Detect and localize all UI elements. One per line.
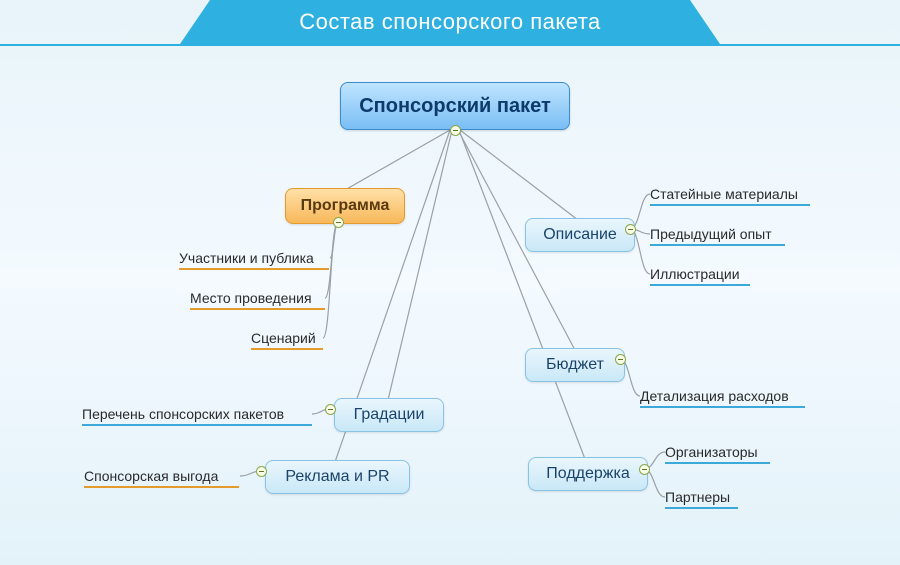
title-underline [0,44,900,46]
page-title: Состав спонсорского пакета [299,9,601,35]
page-title-banner: Состав спонсорского пакета [180,0,720,44]
toggle-icon[interactable] [615,354,626,365]
toggle-icon[interactable] [639,464,650,475]
leaf-node: Детализация расходов [640,388,805,404]
branch-node: Бюджет [525,348,625,382]
leaf-node: Спонсорская выгода [84,468,239,484]
branch-node: Поддержка [528,457,648,491]
toggle-icon[interactable] [450,125,461,136]
leaf-node: Иллюстрации [650,266,750,282]
toggle-icon[interactable] [256,466,267,477]
leaf-node: Партнеры [665,489,738,505]
leaf-node: Перечень спонсорских пакетов [82,406,312,422]
toggle-icon[interactable] [625,224,636,235]
leaf-node: Участники и публика [179,250,329,266]
toggle-icon[interactable] [325,404,336,415]
leaf-node: Предыдущий опыт [650,226,785,242]
branch-node: Описание [525,218,635,252]
branch-node: Реклама и PR [265,460,410,494]
branch-node: Градации [334,398,444,432]
leaf-node: Статейные материалы [650,186,810,202]
toggle-icon[interactable] [333,217,344,228]
leaf-node: Организаторы [665,444,770,460]
leaf-node: Сценарий [251,330,323,346]
leaf-node: Место проведения [190,290,325,306]
root-node: Спонсорский пакет [340,82,570,130]
branch-node: Программа [285,188,405,224]
